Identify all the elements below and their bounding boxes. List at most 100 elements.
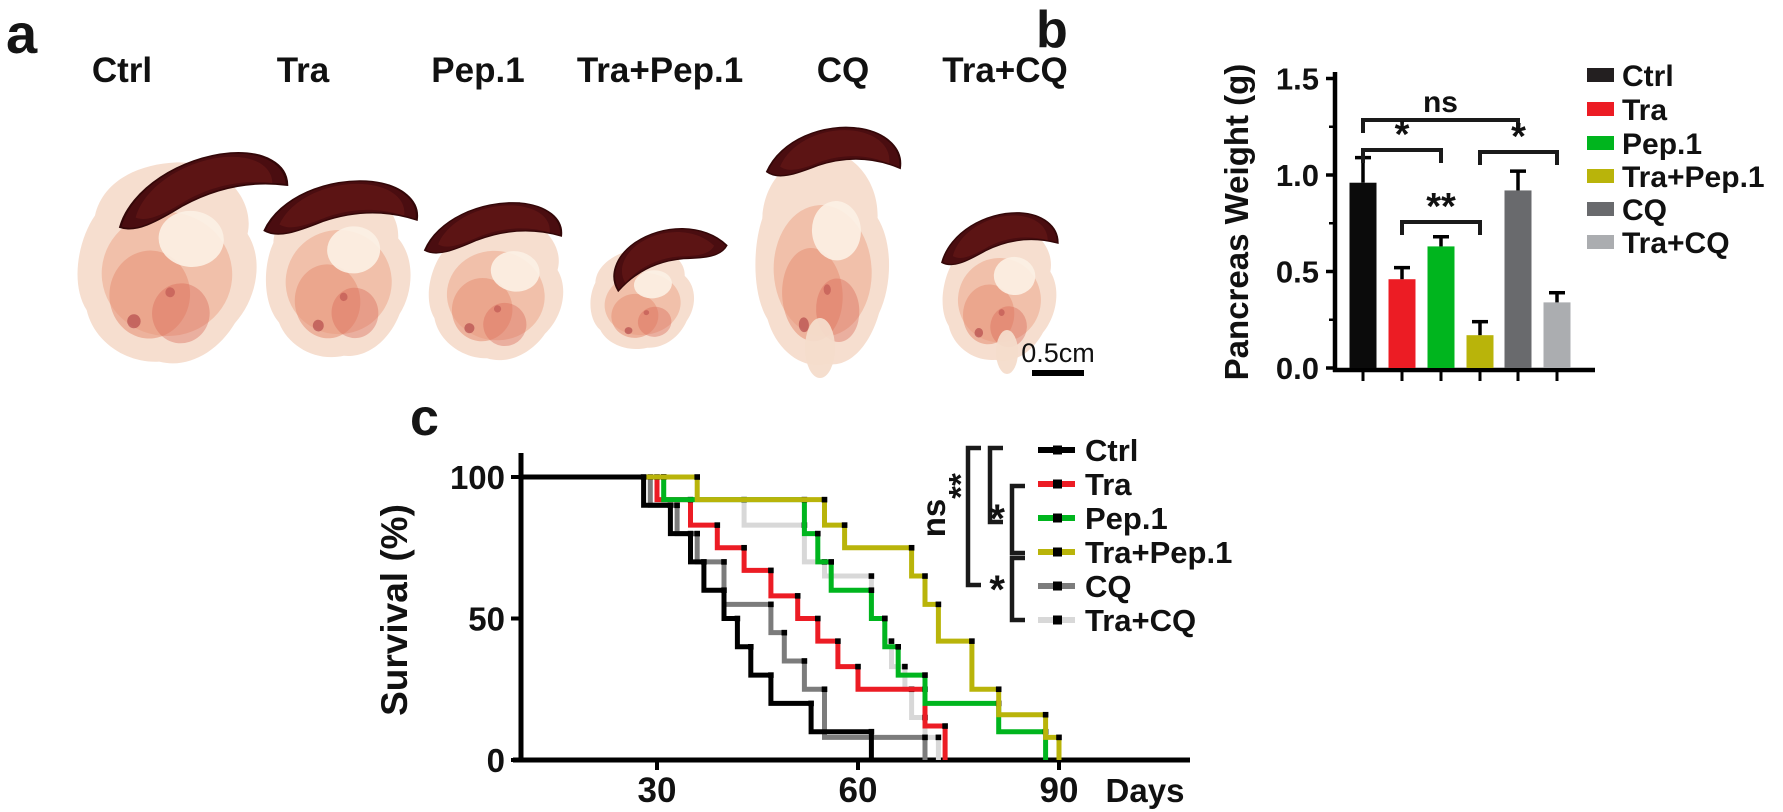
bar-Pep.1 bbox=[1427, 246, 1455, 368]
censor-mark bbox=[694, 474, 700, 480]
spleen-image bbox=[263, 180, 418, 235]
censor-mark bbox=[835, 638, 841, 644]
censor-mark bbox=[768, 601, 774, 608]
spleen-highlight bbox=[135, 156, 273, 219]
legend-swatch-Tra+CQ bbox=[1587, 235, 1614, 249]
tumor-highlight bbox=[811, 201, 861, 261]
tumor-shade bbox=[637, 306, 672, 337]
spleen-highlight bbox=[279, 183, 405, 228]
censor-mark bbox=[815, 615, 821, 622]
legend-label: Tra bbox=[1622, 94, 1667, 127]
censor-mark bbox=[701, 559, 707, 565]
spleen-image bbox=[423, 202, 563, 254]
tumor-shade bbox=[483, 302, 527, 347]
censor-mark bbox=[868, 573, 875, 579]
survival-curve-Ctrl bbox=[521, 474, 874, 760]
specimen-label: Tra+Pep.1 bbox=[577, 51, 743, 90]
legend-censor-tick bbox=[1053, 445, 1062, 455]
censor-mark bbox=[1042, 711, 1049, 718]
tumor-spot bbox=[464, 323, 475, 334]
censor-mark bbox=[855, 663, 861, 670]
legend-censor-tick bbox=[1053, 581, 1062, 591]
legend-label: Tra+CQ bbox=[1622, 227, 1730, 260]
survival-curve-Tra+Pep.1 bbox=[521, 474, 1062, 760]
censor-mark bbox=[922, 734, 928, 741]
significance-label: ns bbox=[1423, 86, 1458, 119]
pancreas-tumor-image bbox=[77, 162, 257, 364]
censor-mark bbox=[640, 474, 647, 480]
tumor-spot bbox=[823, 284, 831, 295]
tumor-spot bbox=[624, 327, 633, 335]
spleen-body bbox=[613, 228, 728, 293]
spleen-body bbox=[941, 212, 1059, 266]
spleen-highlight bbox=[780, 130, 890, 170]
tumor-spot bbox=[493, 305, 502, 313]
spleen-highlight bbox=[438, 205, 550, 247]
spleen-body bbox=[118, 152, 289, 230]
censor-mark bbox=[868, 587, 875, 593]
censor-mark bbox=[734, 615, 741, 622]
tumor-spot bbox=[974, 328, 984, 338]
specimen-1: Tra bbox=[263, 51, 418, 358]
censor-mark bbox=[868, 728, 875, 735]
censor-mark bbox=[801, 658, 808, 664]
censor-mark bbox=[821, 496, 828, 503]
y-tick-label: 0 bbox=[487, 742, 505, 779]
censor-mark bbox=[935, 734, 942, 741]
specimen-label: Tra+CQ bbox=[942, 51, 1067, 90]
censor-mark bbox=[794, 593, 801, 599]
tumor-highlight bbox=[490, 251, 540, 292]
significance-label: ns bbox=[915, 499, 952, 538]
legend-label: Tra bbox=[1085, 467, 1132, 502]
legend-label: Pep.1 bbox=[1085, 501, 1168, 536]
censor-mark bbox=[781, 629, 788, 636]
y-tick-label: 1.5 bbox=[1276, 62, 1319, 97]
bar-Tra+Pep.1 bbox=[1466, 335, 1494, 368]
tumor-spot bbox=[643, 310, 650, 316]
significance-bracket bbox=[1361, 148, 1443, 163]
significance-label: * bbox=[989, 568, 1005, 612]
legend-label: Tra+CQ bbox=[1085, 603, 1196, 638]
censor-mark bbox=[995, 686, 1002, 693]
tumor-shade bbox=[331, 287, 379, 339]
censor-mark bbox=[935, 601, 942, 608]
censor-mark bbox=[667, 502, 674, 509]
legend-censor-tick bbox=[1053, 513, 1062, 523]
censor-mark bbox=[694, 530, 700, 537]
spleen-body bbox=[423, 202, 563, 254]
significance-bracket bbox=[1478, 150, 1559, 165]
significance-label: ** bbox=[942, 473, 979, 499]
x-axis-title: Days bbox=[1106, 772, 1185, 809]
censor-mark bbox=[748, 644, 754, 650]
censor-mark bbox=[908, 544, 915, 551]
bar-Tra+CQ bbox=[1543, 302, 1571, 368]
censor-mark bbox=[1056, 734, 1062, 741]
legend-swatch-CQ bbox=[1587, 202, 1614, 216]
censor-mark bbox=[674, 502, 680, 509]
censor-mark bbox=[942, 723, 948, 729]
legend-label: CQ bbox=[1622, 194, 1667, 227]
censor-mark bbox=[922, 573, 928, 579]
censor-mark bbox=[808, 700, 814, 707]
censor-mark bbox=[888, 638, 895, 644]
spleen-body bbox=[765, 126, 902, 177]
censor-mark bbox=[922, 672, 928, 678]
scale-bar-line bbox=[1032, 370, 1084, 376]
censor-mark bbox=[969, 638, 975, 644]
legend-label: Ctrl bbox=[1622, 60, 1674, 93]
x-tick-label: 30 bbox=[638, 771, 677, 810]
spleen-image bbox=[118, 152, 289, 230]
panel-c-label: c bbox=[410, 389, 439, 447]
tumor-spot bbox=[998, 309, 1005, 316]
pancreas-tumor-image bbox=[428, 215, 564, 361]
specimen-label: Ctrl bbox=[92, 51, 152, 90]
scale-bar-text: 0.5cm bbox=[1021, 338, 1095, 368]
spleen-highlight bbox=[622, 232, 715, 283]
specimen-label: Pep.1 bbox=[431, 51, 524, 90]
specimen-label: CQ bbox=[817, 51, 870, 90]
bar-Ctrl bbox=[1349, 182, 1377, 368]
y-tick-label: 1.0 bbox=[1276, 158, 1319, 193]
legend-swatch-Ctrl bbox=[1587, 68, 1614, 82]
legend-label: Tra+Pep.1 bbox=[1622, 161, 1765, 194]
tumor-highlight bbox=[633, 270, 672, 299]
